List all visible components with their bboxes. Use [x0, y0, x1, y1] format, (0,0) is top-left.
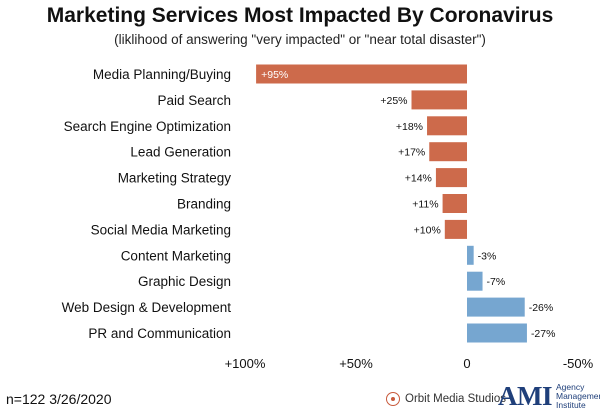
ami-logo-line: Institute — [556, 399, 586, 410]
orbit-logo-text: Orbit Media Studios — [405, 393, 506, 405]
category-label: Media Planning/Buying — [93, 67, 231, 82]
x-tick-label: +50% — [339, 356, 373, 371]
ami-logo: AMI Agency Management Institute — [498, 381, 600, 411]
bar — [467, 323, 527, 343]
value-label: -3% — [478, 250, 497, 262]
orbit-media-logo: Orbit Media Studios — [386, 389, 506, 409]
value-label: +11% — [412, 199, 438, 211]
bar — [467, 245, 474, 265]
value-label: +95% — [261, 69, 288, 81]
bar — [427, 116, 467, 136]
category-label: Paid Search — [157, 93, 231, 108]
category-label: Lead Generation — [130, 145, 231, 160]
bar — [442, 194, 467, 213]
bar — [444, 219, 467, 239]
category-label: PR and Communication — [88, 326, 231, 341]
ami-logo-line: Management — [556, 390, 600, 401]
value-label: -27% — [531, 328, 556, 340]
value-label: -26% — [529, 302, 554, 314]
category-label: Graphic Design — [138, 274, 231, 289]
bar — [467, 271, 483, 291]
ami-logo-text: Agency Management Institute — [556, 381, 600, 410]
bar — [429, 142, 467, 162]
category-label: Web Design & Development — [62, 300, 232, 315]
sample-size-note: n=122 3/26/2020 — [6, 391, 112, 407]
category-label: Marketing Strategy — [118, 171, 232, 186]
category-label: Social Media Marketing — [91, 222, 231, 237]
bar — [411, 90, 467, 110]
value-label: +18% — [396, 121, 423, 133]
ami-logo-mark: AMI — [498, 380, 553, 411]
bar — [435, 168, 467, 188]
value-label: -7% — [487, 276, 506, 288]
bar — [467, 297, 525, 317]
bar — [256, 64, 467, 84]
orbit-icon — [386, 392, 400, 406]
value-label: +14% — [405, 173, 432, 185]
chart-title: Marketing Services Most Impacted By Coro… — [46, 4, 554, 27]
x-tick-label: +100% — [225, 356, 266, 371]
category-label: Branding — [177, 197, 231, 212]
value-label: +10% — [414, 224, 441, 236]
x-tick-label: -50% — [563, 356, 594, 371]
value-label: +17% — [398, 147, 425, 159]
ami-logo-line: Agency — [556, 381, 585, 392]
chart-subtitle: (liklihood of answering "very impacted" … — [114, 32, 486, 47]
category-label: Content Marketing — [121, 248, 231, 263]
value-label: +25% — [380, 95, 407, 107]
x-tick-label: 0 — [463, 356, 470, 371]
category-label: Search Engine Optimization — [64, 119, 231, 134]
